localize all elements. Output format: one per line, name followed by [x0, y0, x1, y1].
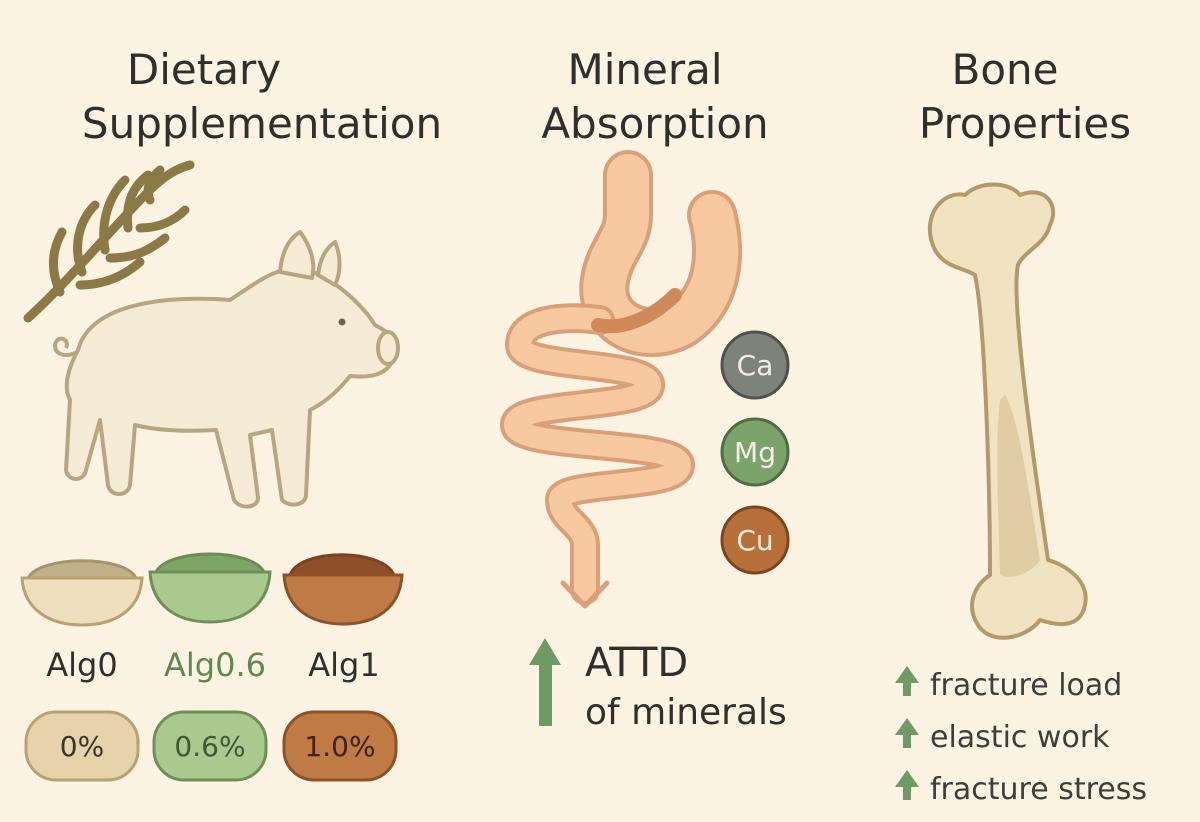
increase-arrow: [895, 666, 919, 800]
effect-label: fracture stress: [930, 772, 1147, 807]
mineral-label: Ca: [737, 349, 774, 382]
level-pill: [152, 710, 268, 782]
mineral-badge: [720, 330, 790, 400]
bowl: [282, 553, 404, 626]
column-title: Absorption: [541, 99, 768, 148]
bone: [927, 182, 1088, 640]
column-title: Mineral: [567, 45, 722, 94]
column-title: Supplementation: [82, 99, 442, 148]
mineral-label: Cu: [736, 524, 773, 557]
mineral-badge: [720, 505, 790, 575]
bowl: [148, 552, 272, 624]
group-name: Alg1: [308, 646, 379, 684]
column-title: Dietary: [127, 45, 281, 94]
effect-label: fracture load: [930, 668, 1122, 703]
level-pill: [24, 710, 140, 782]
digestive-tract: [500, 150, 743, 609]
group-name: Alg0.6: [164, 646, 266, 684]
column-title: Properties: [919, 99, 1131, 148]
effect-label: elastic work: [930, 720, 1110, 755]
mineral-label: Mg: [734, 436, 776, 469]
level-label: 0.6%: [174, 730, 245, 763]
level-label: 1.0%: [304, 730, 375, 763]
bowl: [20, 559, 144, 627]
pig: [53, 230, 400, 509]
level-label: 0%: [60, 730, 104, 763]
result-label: of minerals: [585, 692, 787, 733]
mineral-badge: [720, 417, 790, 487]
seaweed: [23, 160, 195, 323]
result-label: ATTD: [585, 640, 688, 686]
column-title: Bone: [952, 45, 1059, 94]
increase-arrow: [529, 638, 561, 726]
group-name: Alg0: [46, 646, 117, 684]
level-pill: [282, 710, 398, 782]
